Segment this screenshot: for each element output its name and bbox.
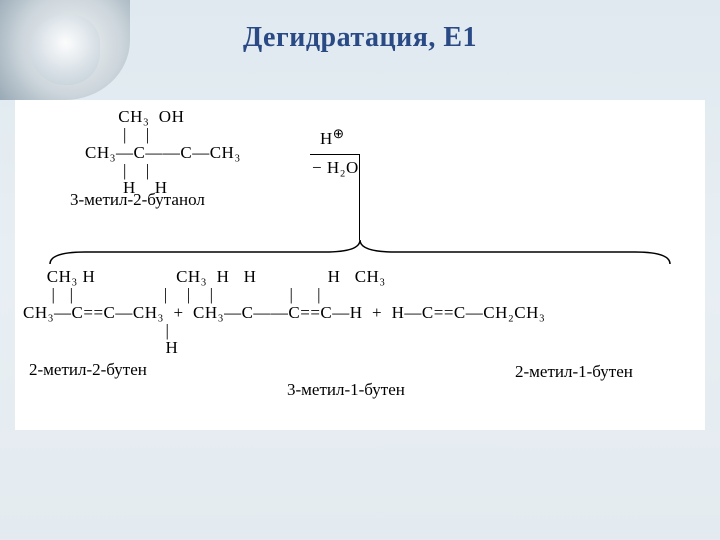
reagent-divider (310, 154, 360, 155)
reaction-arrow (359, 155, 360, 240)
products-line-3: H (23, 339, 545, 357)
reactant-line-1: CH₃ OH (85, 108, 241, 126)
products-line-2: CH₃—C==C—CH₃ + CH₃—C——C==C—H + H—C==C—CH… (23, 304, 545, 322)
reactant-bonds-1: | | (85, 126, 241, 144)
products-brace (45, 236, 675, 266)
chemistry-panel: CH₃ OH | | CH₃—C——C—CH₃ | | H H 3-метил-… (15, 100, 705, 430)
reagent-sub: − H₂O (312, 158, 359, 178)
reactant-structure: CH₃ OH | | CH₃—C——C—CH₃ | | H H (85, 108, 241, 197)
slide: Дегидратация, Е1 CH₃ OH | | CH₃—C——C—CH₃… (0, 0, 720, 540)
product-2-name: 3-метил-1-бутен (287, 380, 405, 400)
reagent-charge: ⊕ (333, 126, 345, 141)
products-line-1: CH₃ H CH₃ H H H CH₃ (23, 268, 545, 286)
reagent-h: H (320, 129, 333, 148)
reactant-name: 3-метил-2-бутанол (70, 190, 205, 210)
products-bonds-2: | (23, 322, 545, 340)
product-3-name: 2-метил-1-бутен (515, 362, 633, 382)
reactant-bonds-2: | | (85, 162, 241, 180)
reagent: H⊕ (320, 130, 345, 149)
reactant-line-2: CH₃—C——C—CH₃ (85, 144, 241, 162)
products-bonds-1: | | | | | | | (23, 286, 545, 304)
products-row: CH₃ H CH₃ H H H CH₃ | | | | | | | CH₃—C=… (23, 268, 545, 357)
product-1-name: 2-метил-2-бутен (29, 360, 147, 380)
slide-title: Дегидратация, Е1 (0, 22, 720, 54)
